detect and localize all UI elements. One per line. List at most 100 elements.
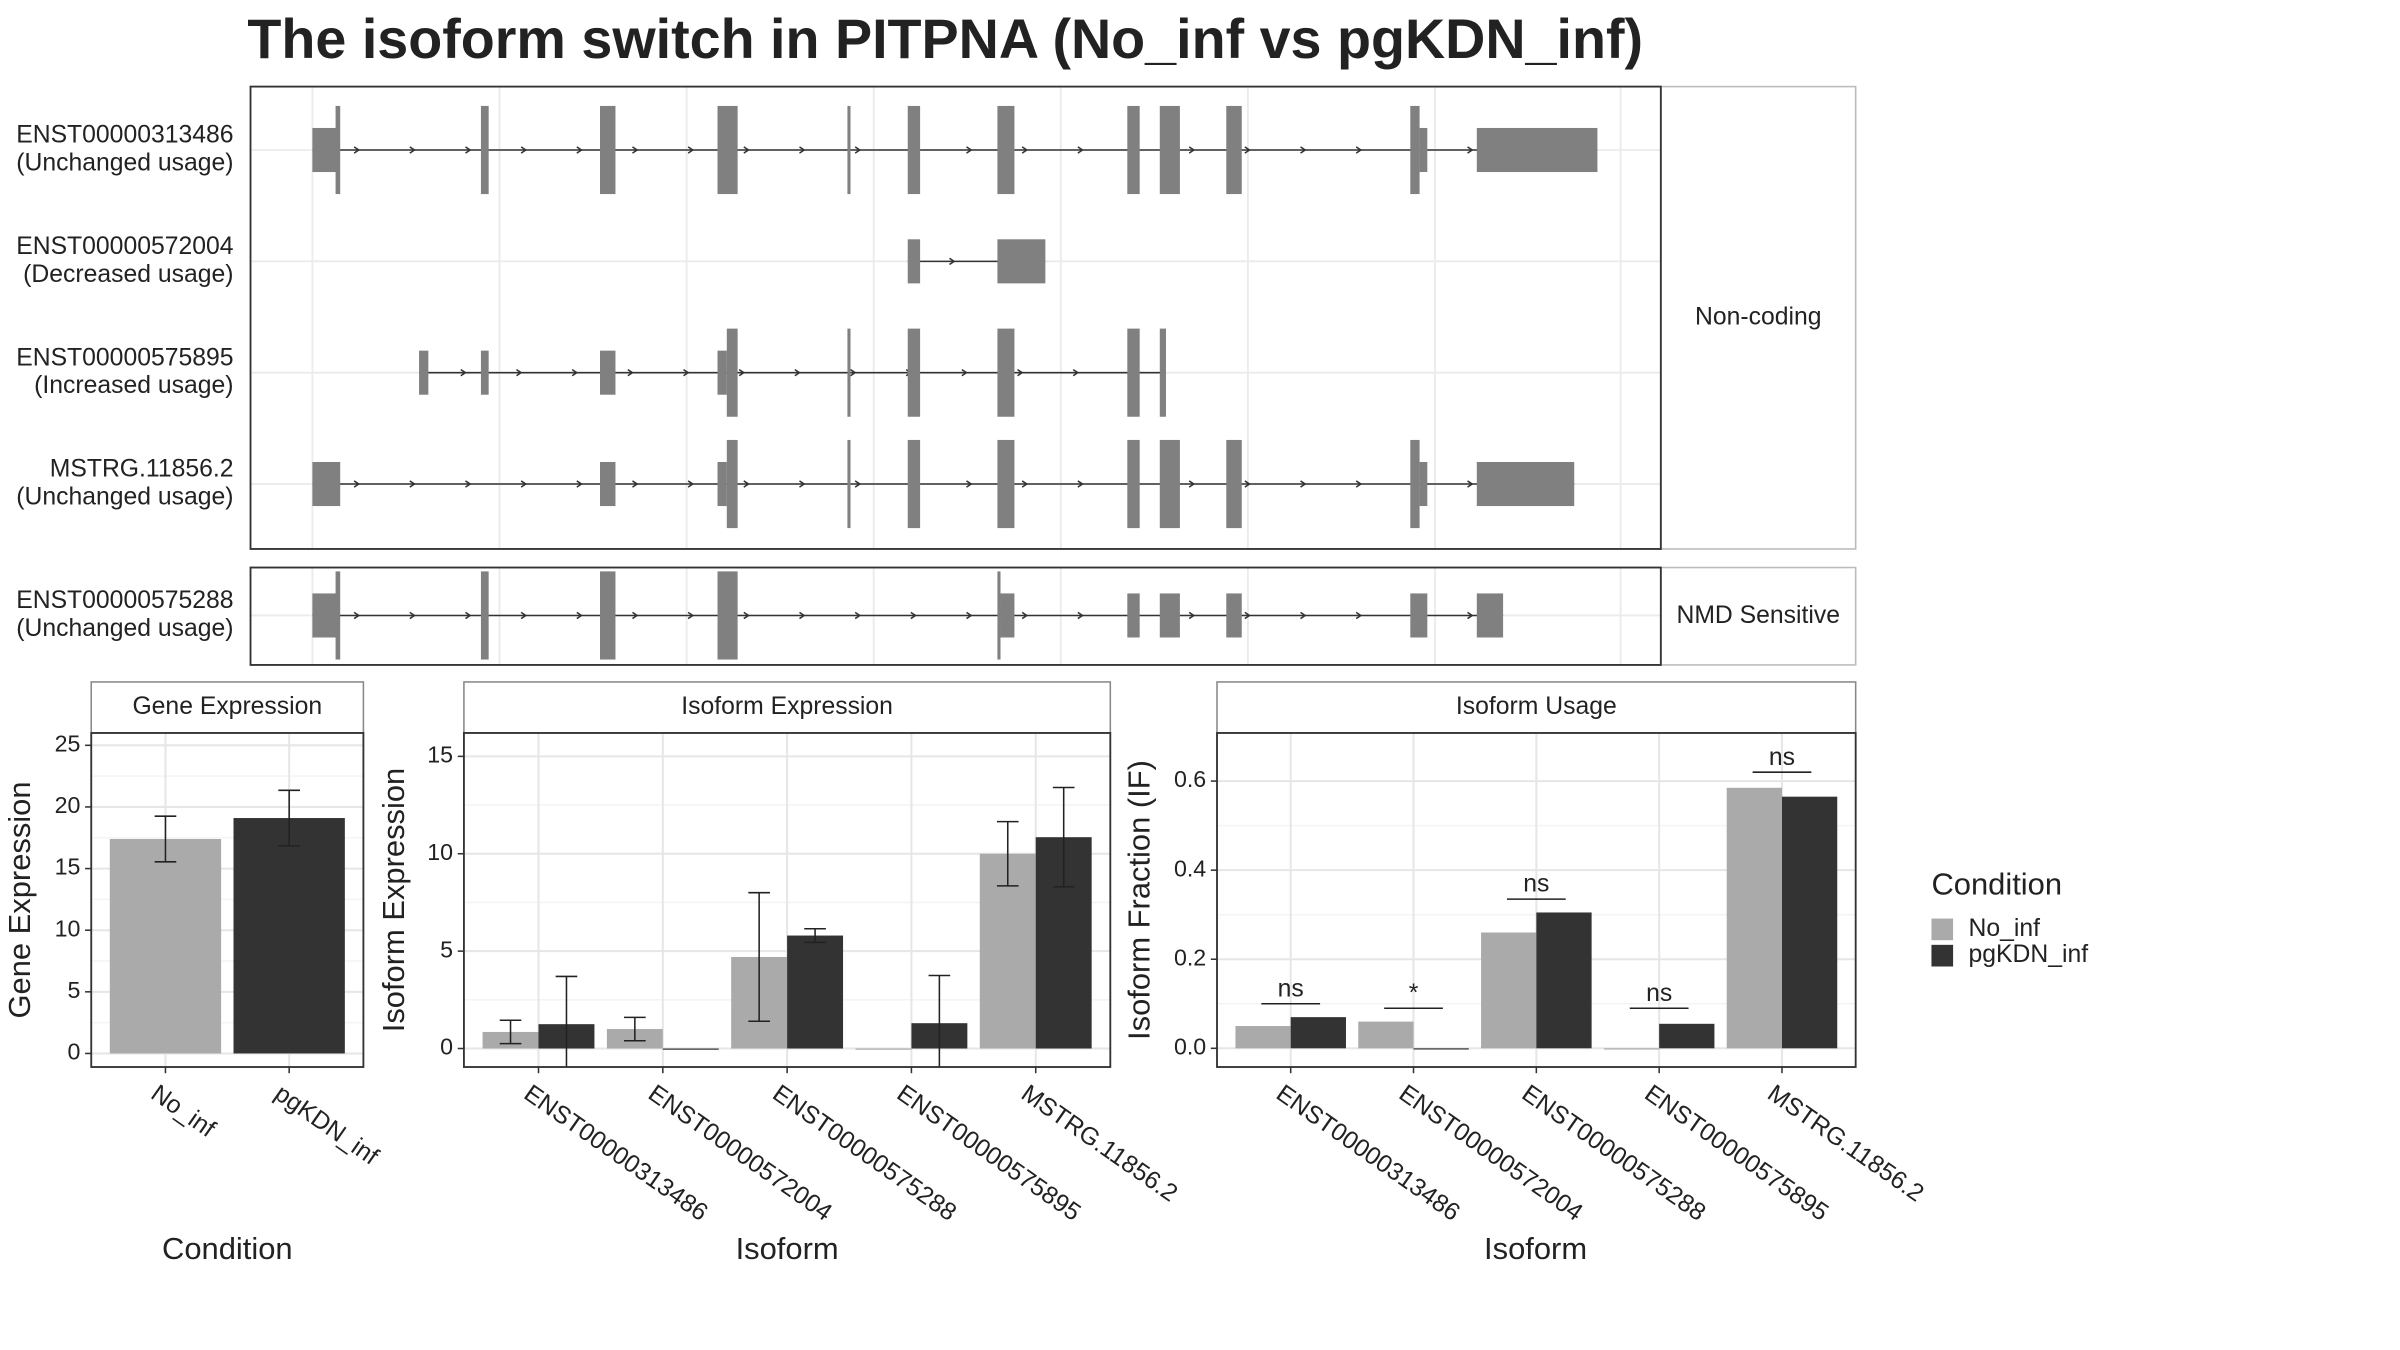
panel-border bbox=[249, 85, 1662, 550]
strand-arrow bbox=[1355, 480, 1363, 488]
strand-arrow bbox=[966, 146, 973, 154]
exon bbox=[997, 439, 1015, 529]
strand-arrow bbox=[1077, 146, 1084, 154]
strand-arrow bbox=[743, 480, 750, 488]
bar bbox=[1481, 932, 1537, 1049]
strand-arrow bbox=[743, 146, 750, 154]
significance-label: ns bbox=[1646, 980, 1672, 1007]
strand-arrow bbox=[516, 368, 523, 377]
exon bbox=[726, 439, 738, 529]
strand-arrow bbox=[1077, 480, 1084, 488]
strip bbox=[1216, 681, 1857, 734]
strand-arrow bbox=[1467, 480, 1474, 488]
bar bbox=[1659, 1023, 1715, 1049]
transcript-name: ENST00000313486 bbox=[16, 122, 233, 149]
strand-arrow bbox=[632, 480, 639, 488]
bar bbox=[233, 818, 345, 1054]
exon bbox=[717, 350, 727, 395]
exon bbox=[1476, 127, 1598, 173]
strand-arrow bbox=[1300, 611, 1307, 620]
exon bbox=[1159, 105, 1180, 195]
exon bbox=[480, 105, 489, 195]
exon bbox=[1226, 105, 1242, 195]
strand-arrow bbox=[1244, 146, 1251, 154]
strand-arrow bbox=[1467, 611, 1474, 620]
legend-swatch bbox=[1931, 918, 1954, 941]
y-tick-label: 25 bbox=[55, 730, 81, 756]
exon bbox=[1226, 439, 1242, 529]
strand-arrow bbox=[353, 146, 361, 154]
y-axis-title: Isoform Expression bbox=[376, 768, 411, 1033]
significance-label: ns bbox=[1523, 871, 1549, 898]
exon bbox=[335, 105, 341, 195]
strand-arrow bbox=[460, 368, 467, 377]
exon bbox=[1419, 461, 1428, 507]
exon bbox=[419, 350, 429, 395]
panel-border bbox=[90, 732, 365, 1068]
structure-panel bbox=[250, 86, 1661, 549]
strand-arrow bbox=[520, 480, 528, 488]
error-bar bbox=[928, 974, 951, 1068]
strand-arrow bbox=[687, 146, 695, 154]
exon bbox=[907, 239, 921, 284]
error-bar bbox=[996, 820, 1019, 887]
figure-title: The isoform switch in PITPNA (No_inf vs … bbox=[247, 8, 1643, 70]
bar bbox=[1726, 787, 1782, 1049]
exon bbox=[847, 439, 851, 529]
bars bbox=[1235, 787, 1838, 1050]
strand-arrow bbox=[1244, 611, 1251, 620]
strand-arrow bbox=[794, 368, 801, 377]
error-bar bbox=[804, 927, 826, 944]
strand-arrow bbox=[520, 611, 528, 620]
y-tick-label: 0 bbox=[440, 1034, 453, 1060]
significance-label: * bbox=[1409, 980, 1419, 1007]
bar bbox=[1536, 912, 1592, 1049]
bar bbox=[1290, 1017, 1346, 1049]
strand-arrow bbox=[571, 368, 579, 377]
exon bbox=[726, 328, 738, 417]
strand-arrow bbox=[1077, 611, 1084, 620]
strip bbox=[90, 681, 365, 734]
bar bbox=[1235, 1026, 1291, 1049]
strand-arrow bbox=[850, 368, 857, 377]
significance-label: ns bbox=[1278, 975, 1304, 1002]
exon bbox=[997, 105, 1015, 195]
error-bar bbox=[1052, 786, 1075, 888]
strand-arrow bbox=[353, 611, 361, 620]
facet-label: NMD Sensitive bbox=[1676, 602, 1840, 629]
strip bbox=[463, 681, 1112, 734]
exon bbox=[1000, 593, 1015, 638]
exon bbox=[1226, 593, 1242, 638]
exon bbox=[1410, 593, 1428, 638]
x-axis-title: Isoform bbox=[736, 1231, 839, 1266]
legend-swatch bbox=[1931, 944, 1954, 967]
bar bbox=[662, 1048, 719, 1050]
strand-arrow bbox=[1300, 480, 1307, 488]
strand-arrow bbox=[409, 146, 416, 154]
transcript-usage: (Decreased usage) bbox=[23, 261, 233, 288]
strip-label: Isoform Usage bbox=[1456, 693, 1617, 720]
facet-label: Non-coding bbox=[1695, 303, 1822, 330]
exon bbox=[1410, 105, 1420, 195]
exon bbox=[847, 328, 851, 417]
strand-arrow bbox=[949, 257, 956, 266]
exon bbox=[997, 328, 1015, 417]
exon bbox=[1127, 593, 1140, 638]
exon bbox=[600, 105, 616, 195]
error-bar bbox=[555, 975, 578, 1068]
exon bbox=[717, 461, 727, 507]
error-bar bbox=[748, 891, 770, 1023]
bars bbox=[482, 786, 1092, 1068]
panel-border bbox=[1216, 732, 1857, 1068]
error-bar bbox=[499, 1019, 522, 1045]
x-tick-label: pgKDN_inf bbox=[270, 1080, 384, 1171]
strand-arrow bbox=[1355, 146, 1363, 154]
bar bbox=[787, 935, 844, 1049]
strand-arrow bbox=[1467, 146, 1474, 154]
transcript-name: ENST00000575895 bbox=[16, 344, 233, 371]
strand-arrow bbox=[687, 480, 695, 488]
strand-arrow bbox=[1072, 368, 1080, 377]
legend-title: Condition bbox=[1931, 866, 2062, 901]
y-tick-label: 0 bbox=[68, 1039, 81, 1065]
strand-arrow bbox=[576, 611, 583, 620]
